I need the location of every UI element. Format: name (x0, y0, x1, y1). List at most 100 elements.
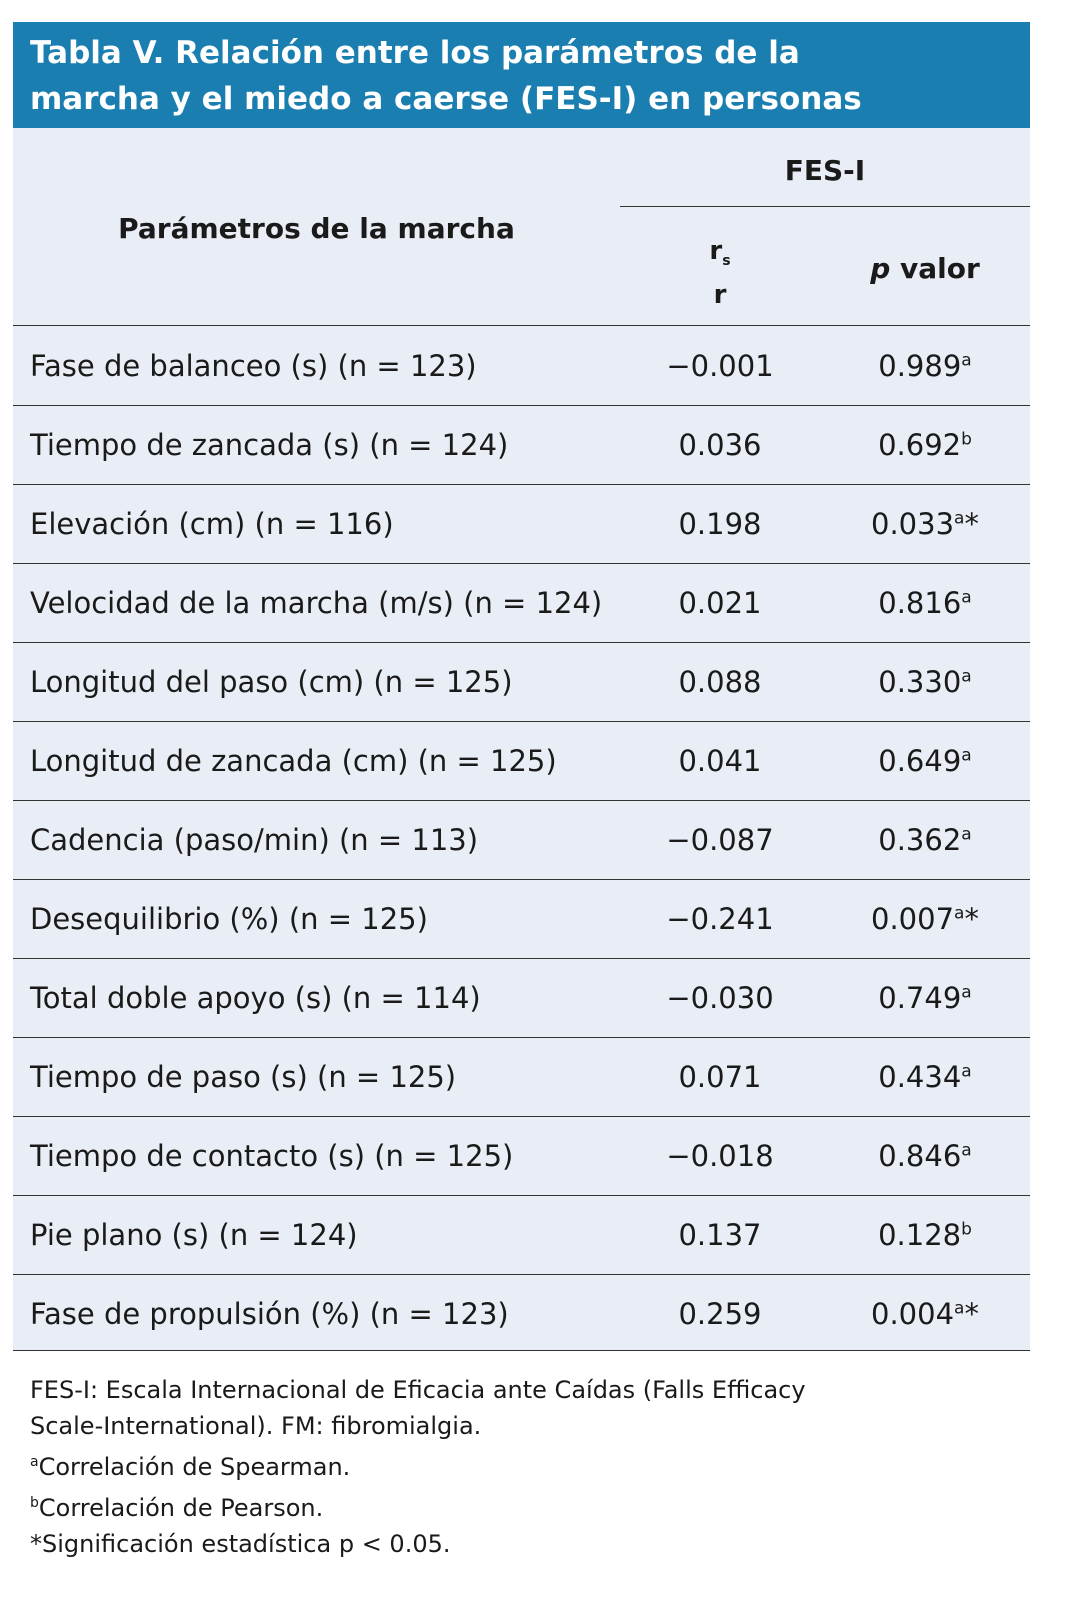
table-row: Fase de propulsión (%) (n = 123) 0.259 0.0… (13, 1275, 1030, 1353)
p-value: 0.007 (871, 902, 955, 936)
table-row: Tiempo de contacto (s) (n = 125) −0.018 0.… (13, 1117, 1030, 1196)
p-cell: 0.846a (840, 1139, 1010, 1173)
table-title: Tabla V. Relación entre los parámetros d… (13, 22, 1030, 163)
param-cell: Desequilibrio (%) (n = 125) (30, 902, 428, 936)
r-sub: s (722, 253, 731, 270)
table-row: Longitud de zancada (cm) (n = 125) 0.041 0… (13, 722, 1030, 801)
param-cell: Fase de balanceo (s) (n = 123) (30, 349, 477, 383)
param-cell: Tiempo de zancada (s) (n = 124) (30, 428, 509, 462)
table-row: Longitud del paso (cm) (n = 125) 0.088 0.3… (13, 643, 1030, 722)
p-sup: a (954, 508, 965, 529)
p-value: 0.434 (878, 1060, 962, 1094)
p-value: 0.749 (878, 981, 962, 1015)
p-sup: b (961, 429, 972, 450)
p-star: * (964, 902, 979, 936)
header-group: FES-I (784, 154, 866, 187)
footnote-sup: b (30, 1495, 39, 1511)
p-sup: a (961, 1061, 972, 1082)
p-value: 0.846 (878, 1139, 962, 1173)
p-cell: 0.004a* (840, 1297, 1010, 1331)
r-cell: 0.041 (678, 744, 762, 778)
p-cell: 0.362a (840, 823, 1010, 857)
p-sup: a (961, 666, 972, 687)
table-row: Tiempo de paso (s) (n = 125) 0.071 0.434a (13, 1038, 1030, 1117)
param-cell: Tiempo de paso (s) (n = 125) (30, 1060, 457, 1094)
table-row: Tiempo de zancada (s) (n = 124) 0.036 0.69… (13, 406, 1030, 485)
header-rule (620, 206, 1030, 207)
table-row: Velocidad de la marcha (m/s) (n = 124) 0.… (13, 564, 1030, 643)
p-value: 0.004 (871, 1297, 955, 1331)
p-cell: 0.649a (840, 744, 1010, 778)
header-param: Parámetros de la marcha (118, 212, 515, 245)
p-value: 0.033 (871, 507, 955, 541)
footnote: bCorrelación de Pearson. (30, 1485, 880, 1526)
p-sup: a (961, 350, 972, 371)
p-value: 0.330 (878, 665, 962, 699)
param-cell: Fase de propulsión (%) (n = 123) (30, 1297, 509, 1331)
p-label: valor (900, 252, 980, 285)
r-cell: −0.001 (666, 349, 774, 383)
footnote: *Significación estadística p < 0.05. (30, 1526, 880, 1562)
r-alt: r (713, 280, 727, 311)
p-value: 0.362 (878, 823, 962, 857)
r-cell: −0.018 (666, 1139, 774, 1173)
table-row: Elevación (cm) (n = 116) 0.198 0.033a* (13, 485, 1030, 564)
r-cell: −0.087 (666, 823, 774, 857)
param-cell: Pie plano (s) (n = 124) (30, 1218, 358, 1252)
param-cell: Total doble apoyo (s) (n = 114) (30, 981, 481, 1015)
p-sup: a (954, 903, 965, 924)
r-cell: −0.241 (666, 902, 774, 936)
param-cell: Cadencia (paso/min) (n = 113) (30, 823, 479, 857)
p-cell: 0.816a (840, 586, 1010, 620)
p-cell: 0.007a* (840, 902, 1010, 936)
p-cell: 0.434a (840, 1060, 1010, 1094)
p-value: 0.816 (878, 586, 962, 620)
p-star: * (964, 1297, 979, 1331)
table-row: Pie plano (s) (n = 124) 0.137 0.128b (13, 1196, 1030, 1275)
footnote: aCorrelación de Spearman. (30, 1444, 880, 1485)
header-r: rs r (680, 234, 760, 312)
r-cell: −0.030 (666, 981, 774, 1015)
p-value: 0.989 (878, 349, 962, 383)
r-main: r (709, 236, 723, 266)
table-row: Total doble apoyo (s) (n = 114) −0.030 0.7… (13, 959, 1030, 1038)
r-cell: 0.036 (678, 428, 762, 462)
p-cell: 0.033a* (840, 507, 1010, 541)
p-value: 0.692 (878, 428, 962, 462)
p-value: 0.649 (878, 744, 962, 778)
p-cell: 0.989a (840, 349, 1010, 383)
header-rule (13, 325, 1030, 326)
p-cell: 0.692b (840, 428, 1010, 462)
param-cell: Elevación (cm) (n = 116) (30, 507, 394, 541)
r-cell: 0.137 (678, 1218, 762, 1252)
footnote: FES-I: Escala Internacional de Eficacia … (30, 1372, 880, 1444)
p-sup: a (961, 1140, 972, 1161)
param-cell: Velocidad de la marcha (m/s) (n = 124) (30, 586, 603, 620)
p-star: * (964, 507, 979, 541)
p-sup: a (961, 824, 972, 845)
footnotes: FES-I: Escala Internacional de Eficacia … (30, 1372, 880, 1562)
p-value: 0.128 (878, 1218, 962, 1252)
p-sup: a (961, 587, 972, 608)
r-cell: 0.071 (678, 1060, 762, 1094)
r-cell: 0.021 (678, 586, 762, 620)
header-p: p valor (840, 252, 1010, 285)
p-sup: a (961, 982, 972, 1003)
p-cell: 0.128b (840, 1218, 1010, 1252)
table-row: Fase de balanceo (s) (n = 123) −0.001 0.98… (13, 327, 1030, 406)
r-cell: 0.088 (678, 665, 762, 699)
footnote-text: Correlación de Pearson. (38, 1494, 324, 1522)
table: Parámetros de la marcha FES-I rs r p valo… (13, 128, 1030, 1351)
table-row: Desequilibrio (%) (n = 125) −0.241 0.007a* (13, 880, 1030, 959)
param-cell: Tiempo de contacto (s) (n = 125) (30, 1139, 514, 1173)
r-cell: 0.198 (678, 507, 762, 541)
p-sup: b (961, 1219, 972, 1240)
r-cell: 0.259 (678, 1297, 762, 1331)
p-italic: p (870, 252, 891, 285)
footnote-text: FES-I: Escala Internacional de Eficacia … (30, 1376, 806, 1440)
p-sup: a (954, 1298, 965, 1319)
p-cell: 0.330a (840, 665, 1010, 699)
param-cell: Longitud de zancada (cm) (n = 125) (30, 744, 557, 778)
p-sup: a (961, 745, 972, 766)
